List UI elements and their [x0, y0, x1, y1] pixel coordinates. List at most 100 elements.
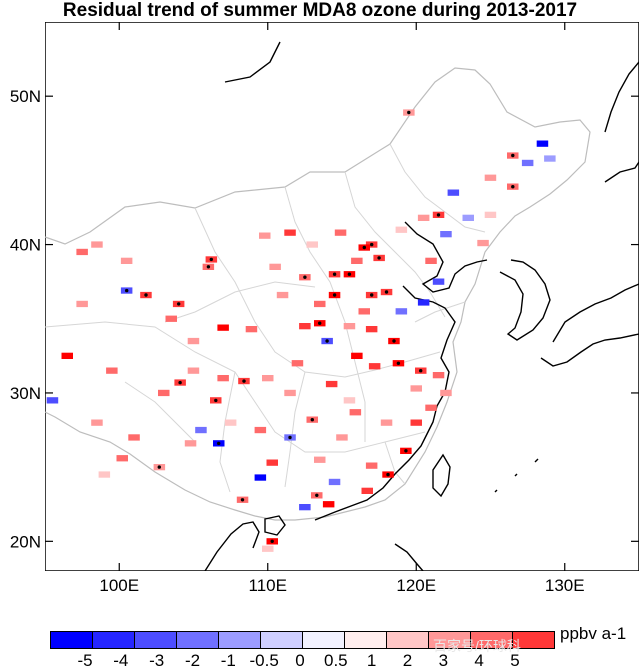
trend-cell: [184, 440, 197, 447]
significance-dot: [332, 272, 337, 276]
trend-cell: [432, 278, 445, 285]
colorbar-label: 2: [402, 651, 413, 670]
significance-dot: [144, 293, 148, 297]
trend-cell: [217, 324, 229, 331]
significance-dot: [347, 272, 352, 276]
colorbar-labels: -5 -4 -3 -2 -1 -0.5 0 0.5 1 2 3 4 5: [0, 651, 640, 672]
trend-cell: [395, 226, 408, 233]
colorbar-label: 0: [295, 651, 305, 670]
trend-cell: [76, 248, 88, 256]
trend-cell: [544, 155, 556, 162]
colorbar-swatch: [93, 632, 135, 648]
trend-cell: [158, 389, 170, 397]
significance-dot: [436, 213, 441, 217]
trend-cell: [120, 257, 133, 264]
colorbar-swatch: [513, 632, 554, 648]
significance-dot: [315, 493, 319, 497]
significance-dot: [392, 339, 396, 343]
significance-dot: [377, 256, 381, 260]
significance-dot: [511, 153, 515, 158]
colorbar-label: 5: [510, 651, 520, 670]
trend-cell: [351, 257, 363, 264]
trend-cell: [410, 385, 422, 392]
trend-cell: [477, 239, 489, 247]
colorbar-label: -1: [220, 651, 236, 670]
lon-tick-label: 100E: [99, 576, 139, 595]
significance-dot: [178, 380, 182, 385]
trend-cell: [187, 337, 200, 345]
trend-cell: [417, 299, 430, 306]
significance-dot: [362, 245, 366, 250]
coastlines: [204, 41, 639, 571]
colorbar-label: -2: [184, 651, 201, 670]
significance-dot: [318, 321, 322, 325]
colorbar-label: 3: [438, 651, 449, 670]
significance-dot: [511, 185, 515, 189]
trend-cell: [291, 360, 304, 367]
trend-cell: [521, 159, 534, 167]
map-title: Residual trend of summer MDA8 ozone duri…: [62, 0, 578, 21]
trend-cell: [299, 504, 311, 511]
trend-cell: [262, 375, 274, 382]
trend-cell: [440, 389, 452, 397]
trend-cell: [262, 545, 274, 552]
trend-cell: [269, 263, 281, 270]
trend-cell: [361, 487, 373, 494]
trend-cell: [336, 434, 348, 441]
trend-cell: [187, 367, 200, 374]
significance-dot: [386, 472, 390, 477]
lat-tick-label: 20N: [10, 532, 41, 551]
latitude-ticks: [45, 95, 639, 542]
significance-dot: [177, 302, 181, 306]
significance-dot: [288, 435, 292, 440]
significance-dot: [206, 265, 211, 269]
colorbar-swatch: [51, 632, 93, 648]
colorbar-swatch: [387, 632, 429, 648]
significance-dot: [407, 110, 411, 115]
colorbar-swatch: [471, 632, 513, 648]
trend-cell: [484, 174, 497, 181]
trend-cell: [165, 315, 177, 322]
trend-cell: [351, 352, 363, 359]
significance-dot: [217, 441, 221, 446]
significance-dot: [214, 398, 218, 403]
trend-cell: [284, 229, 296, 236]
trend-cell: [410, 419, 422, 426]
colorbar-label: -5: [77, 651, 93, 670]
significance-dot: [384, 290, 389, 294]
lon-tick-label: 110E: [249, 576, 287, 595]
lat-tick-label: 30N: [10, 384, 41, 403]
colorbar-swatch: [135, 632, 177, 648]
trend-cell: [395, 308, 408, 315]
lat-tick-label: 40N: [10, 236, 41, 255]
trend-cell: [128, 434, 140, 441]
trend-cell: [328, 478, 341, 486]
trend-cell: [76, 300, 88, 308]
trend-cell: [91, 419, 103, 426]
trend-cell: [343, 397, 356, 404]
trend-cell: [462, 214, 474, 221]
trend-cell: [98, 471, 111, 478]
trend-cell: [224, 419, 237, 426]
significance-dot: [303, 275, 307, 279]
trend-cell: [299, 323, 311, 330]
watermark: 百家号/环球科: [433, 638, 521, 654]
colorbar-unit: ppbv a-1: [560, 624, 627, 643]
trend-cell: [365, 462, 378, 469]
significance-dot: [370, 242, 374, 247]
significance-dot: [209, 257, 213, 262]
significance-dot: [240, 498, 245, 502]
trend-cell: [106, 367, 118, 374]
trend-cell: [322, 501, 335, 508]
trend-cell: [254, 426, 267, 434]
colorbar-swatch: [219, 632, 261, 648]
significance-dot: [370, 293, 374, 297]
trend-cell: [116, 455, 128, 462]
colorbar-label: 0.5: [324, 651, 348, 670]
trend-cell: [284, 389, 296, 397]
significance-dot: [404, 449, 408, 453]
trend-cell: [358, 308, 370, 315]
trend-cell: [432, 372, 445, 379]
colorbar-swatch: [177, 632, 219, 648]
trend-cell: [61, 352, 73, 359]
